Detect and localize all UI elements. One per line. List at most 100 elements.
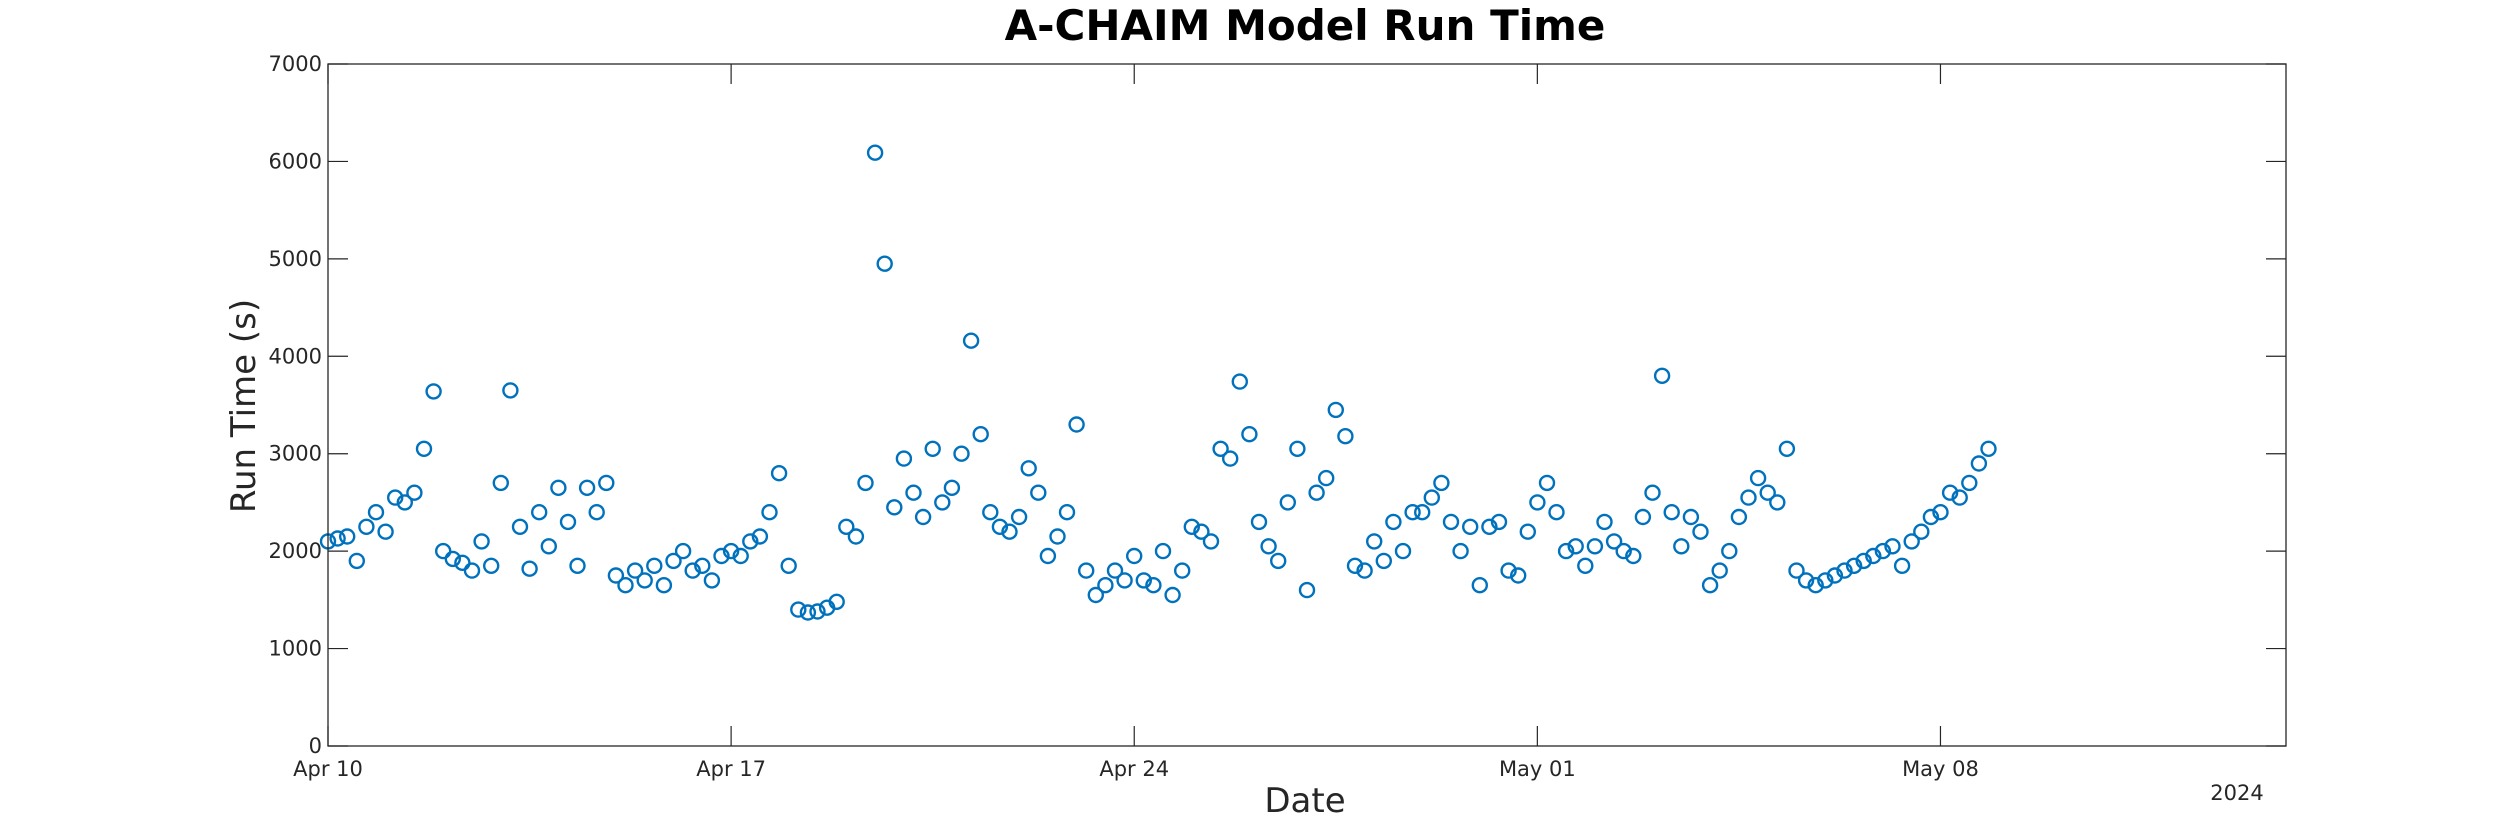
data-point [665, 552, 682, 570]
data-point [1394, 542, 1412, 560]
plot-frame [327, 63, 2287, 747]
data-point [838, 518, 855, 535]
data-point [1788, 562, 1805, 579]
data-point [1759, 484, 1776, 501]
data-point [799, 604, 817, 621]
data-point [962, 332, 980, 349]
data-point [1221, 450, 1239, 467]
data-point [1874, 542, 1892, 560]
data-point [463, 562, 481, 579]
data-point [396, 494, 413, 511]
data-point [1778, 440, 1796, 457]
data-point [1154, 542, 1172, 560]
y-tick-label: 3000 [269, 442, 322, 466]
plot-area [319, 144, 1997, 621]
data-point [1097, 577, 1114, 594]
y-tick-label: 7000 [269, 52, 322, 76]
data-point [674, 542, 692, 560]
data-point [1653, 367, 1671, 384]
data-point [1663, 504, 1680, 521]
data-point [1941, 484, 1959, 501]
data-point [1913, 523, 1930, 540]
data-point [1433, 474, 1450, 492]
y-tick-label: 2000 [269, 539, 322, 563]
data-point [1049, 528, 1066, 545]
data-point [1596, 513, 1613, 531]
data-point [1327, 401, 1345, 419]
data-point [1548, 504, 1565, 521]
data-point [1087, 586, 1105, 604]
data-point [1711, 562, 1728, 579]
data-point [1269, 552, 1287, 570]
data-point [1039, 547, 1057, 565]
data-point [790, 601, 807, 618]
data-point [435, 542, 452, 560]
data-point [1893, 557, 1911, 574]
data-point [905, 484, 922, 501]
data-point [511, 518, 529, 535]
data-point [1125, 547, 1143, 565]
data-point [339, 528, 356, 545]
data-point [770, 465, 788, 482]
data-point [1212, 440, 1229, 457]
data-point [617, 577, 634, 594]
data-point [1077, 562, 1095, 579]
data-point [934, 494, 951, 511]
data-point [1260, 538, 1277, 555]
data-point [924, 440, 941, 457]
data-point [1970, 455, 1988, 472]
data-point [1413, 504, 1431, 521]
x-tick-label: May 01 [1499, 757, 1576, 781]
data-point [1375, 552, 1393, 570]
data-point [588, 504, 605, 521]
data-point [415, 440, 433, 457]
data-point [425, 383, 442, 400]
data-point [1231, 373, 1249, 390]
data-point [1826, 567, 1844, 584]
data-point [655, 577, 673, 594]
data-point [1509, 567, 1527, 584]
x-tick-label: Apr 17 [696, 757, 766, 781]
data-point [1001, 523, 1018, 540]
data-point [1932, 504, 1949, 521]
data-point [1404, 504, 1421, 521]
data-point [1298, 581, 1316, 599]
data-point [1500, 562, 1517, 579]
data-point [857, 474, 874, 492]
data-point [732, 547, 749, 565]
data-point [1903, 533, 1920, 550]
chart-title: A-CHAIM Model Run Time [1005, 1, 1606, 50]
data-point [1030, 484, 1047, 501]
data-point [1490, 513, 1508, 531]
y-tick-label: 6000 [269, 149, 322, 173]
data-point [1346, 557, 1364, 574]
data-point [1337, 428, 1354, 445]
data-point [1749, 469, 1767, 487]
data-point [1010, 508, 1028, 526]
data-point [1385, 513, 1402, 531]
y-tick-label: 4000 [269, 344, 322, 368]
data-point [886, 499, 903, 516]
data-point [809, 603, 826, 620]
data-point [742, 533, 759, 550]
data-point [473, 533, 490, 550]
data-point [492, 474, 509, 492]
data-point [1452, 542, 1469, 560]
data-point [569, 557, 586, 574]
data-point [1865, 547, 1882, 565]
data-point [550, 479, 567, 496]
data-point [367, 504, 385, 521]
data-point [626, 562, 644, 579]
data-point [636, 572, 653, 589]
data-point [713, 547, 730, 565]
y-tick-label: 1000 [269, 637, 322, 661]
data-point [377, 523, 394, 540]
data-point [646, 557, 663, 574]
data-point [1817, 572, 1834, 589]
data-point [972, 426, 989, 443]
data-point [1135, 572, 1153, 589]
data-point [991, 518, 1009, 535]
data-point [1884, 538, 1901, 555]
data-point [444, 550, 461, 568]
data-point [1106, 562, 1124, 579]
